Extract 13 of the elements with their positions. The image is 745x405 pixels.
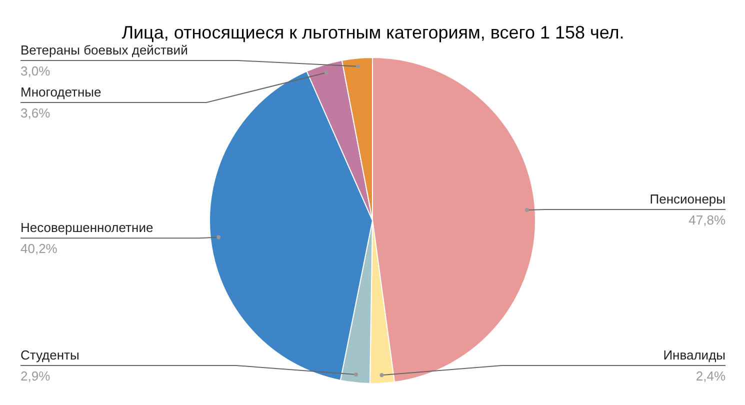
- data-label: 40,2%: [20, 241, 58, 256]
- data-label: 47,8%: [688, 212, 726, 228]
- slice-label: Несовершеннолетние: [20, 220, 154, 236]
- data-label: 2,9%: [20, 368, 51, 384]
- data-label: 2,4%: [696, 368, 726, 384]
- data-label: 3,6%: [20, 106, 51, 120]
- data-label: 3,0%: [20, 64, 51, 78]
- slice-label: Пенсионеры: [650, 191, 726, 206]
- slice-label: Инвалиды: [663, 348, 726, 362]
- slice-label: Ветераны боевых действий: [20, 42, 188, 58]
- chart-title: Лица, относящиеся к льготным категориям, всего 1 158 чел.: [122, 22, 624, 42]
- slice-label: Студенты: [20, 348, 80, 362]
- slice-label: Многодетные: [20, 84, 102, 100]
